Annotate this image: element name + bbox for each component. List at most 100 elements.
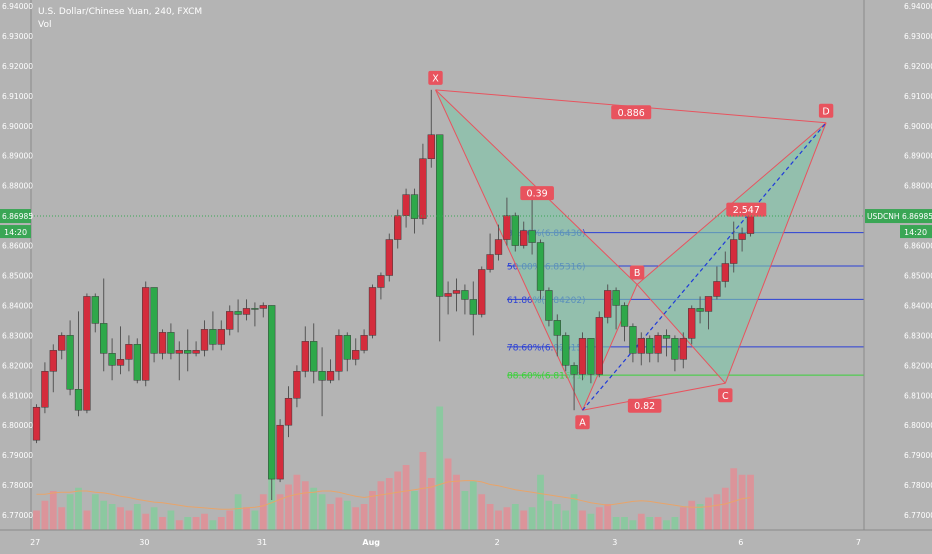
- candle-body: [620, 305, 629, 327]
- candle: [74, 311, 83, 417]
- candle: [226, 305, 234, 336]
- candle-body: [419, 158, 427, 219]
- right-tick-label: 6.94000: [904, 2, 932, 11]
- candle: [410, 188, 419, 234]
- candle: [696, 296, 704, 324]
- pattern-point-d-text: D: [822, 106, 829, 117]
- candle-body: [326, 371, 335, 381]
- candle: [49, 344, 57, 393]
- pattern-point-x[interactable]: X: [428, 70, 443, 85]
- volume-bar: [394, 471, 402, 530]
- candle: [251, 302, 259, 327]
- volume-bar: [654, 517, 662, 530]
- candle: [545, 287, 553, 327]
- candle: [503, 197, 511, 246]
- pattern-ratio[interactable]: 0.82: [627, 398, 662, 413]
- volume-bar: [419, 452, 427, 530]
- volume-bar: [553, 504, 561, 530]
- volume-bar: [201, 513, 208, 530]
- candle-body: [704, 296, 713, 312]
- time-tick-label: Aug: [362, 538, 380, 547]
- chart-header: U.S. Dollar/Chinese Yuan, 240, FXCM Vol: [38, 6, 202, 32]
- pattern-leg-BC: [636, 284, 726, 384]
- candle: [116, 326, 125, 375]
- time-tick-label: 2: [495, 538, 500, 547]
- candle: [704, 296, 713, 330]
- candle-body: [637, 338, 645, 354]
- candle: [469, 281, 477, 336]
- pattern-point-x-bg: [428, 70, 443, 85]
- time-tick-label: 3: [612, 538, 617, 547]
- pattern-point-c[interactable]: C: [718, 388, 733, 403]
- candle-body: [83, 296, 91, 411]
- candle: [671, 335, 679, 372]
- candle: [360, 329, 368, 354]
- right-tick-label: 6.77000: [904, 511, 932, 520]
- right-tick-label: 6.93000: [904, 32, 932, 41]
- volume-bar: [436, 406, 444, 530]
- candle: [167, 323, 175, 360]
- candle: [175, 341, 183, 381]
- candle-body: [200, 329, 209, 351]
- right-tick-label: 6.86000: [904, 242, 932, 251]
- candle-body: [209, 329, 217, 345]
- right-tick-label: 6.83000: [904, 331, 932, 340]
- volume-bar: [629, 520, 637, 530]
- volume-bar: [293, 474, 301, 530]
- right-price-tag: USDCNH 6.86985: [865, 209, 932, 224]
- pattern-point-d[interactable]: D: [818, 103, 834, 118]
- volume-bar: [327, 504, 334, 530]
- volume-bar: [377, 481, 385, 530]
- candle-body: [452, 290, 461, 294]
- volume-bar: [486, 504, 494, 530]
- candle-body: [629, 326, 637, 354]
- candle-body: [503, 215, 511, 240]
- candle: [427, 89, 435, 168]
- candle-body: [394, 215, 402, 240]
- volume-bar: [587, 513, 595, 530]
- time-tick-label: 27: [30, 538, 40, 547]
- candle-body: [746, 215, 755, 234]
- pattern-ratio[interactable]: 0.39: [520, 186, 554, 201]
- pattern-ratio[interactable]: 2.547: [726, 202, 767, 217]
- candle-body: [125, 344, 133, 360]
- left-tick-label: 6.81000: [2, 391, 33, 400]
- pattern-ratio-bg: [726, 202, 767, 217]
- volume-bar: [167, 510, 175, 530]
- candle-body: [58, 335, 66, 351]
- right-tick-label: 6.90000: [904, 122, 932, 131]
- candle-body: [66, 335, 74, 390]
- volume-bar: [570, 494, 578, 530]
- pattern-ratio-text: 0.39: [527, 189, 548, 200]
- candle: [125, 335, 133, 372]
- candle-body: [142, 287, 150, 381]
- right-tick-label: 6.81000: [904, 391, 932, 400]
- candle: [553, 314, 561, 357]
- candle-body: [587, 338, 595, 375]
- candle: [461, 284, 469, 315]
- candle-body: [469, 299, 477, 315]
- candle: [595, 311, 603, 378]
- pattern-point-a-text: A: [579, 418, 586, 429]
- candle-body: [562, 335, 570, 366]
- pattern-point-b[interactable]: B: [629, 265, 645, 280]
- candle-body: [268, 305, 276, 480]
- volume-bar: [503, 507, 511, 530]
- candle: [646, 335, 654, 363]
- candle: [587, 338, 595, 384]
- left-tick-label: 6.79000: [2, 451, 33, 460]
- pattern-ratio[interactable]: 0.886: [611, 105, 652, 120]
- candle-body: [259, 305, 267, 309]
- volume-bar: [310, 487, 318, 530]
- volume-bar: [453, 474, 460, 530]
- candle-body: [74, 389, 83, 411]
- candle-body: [461, 290, 469, 300]
- pattern-point-a[interactable]: A: [575, 415, 590, 430]
- fib-label: 78.60%(6.82615): [507, 343, 586, 353]
- candle: [419, 143, 427, 225]
- volume-bar: [117, 507, 124, 530]
- volume-bar: [41, 500, 49, 530]
- pattern-ratio-bg: [520, 186, 554, 201]
